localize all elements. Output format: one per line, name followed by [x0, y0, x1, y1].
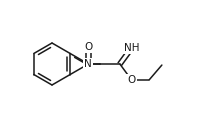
- Text: S: S: [85, 59, 92, 69]
- Text: O: O: [127, 75, 136, 85]
- Text: O: O: [84, 42, 93, 52]
- Text: N: N: [84, 59, 92, 69]
- Text: NH: NH: [124, 43, 139, 53]
